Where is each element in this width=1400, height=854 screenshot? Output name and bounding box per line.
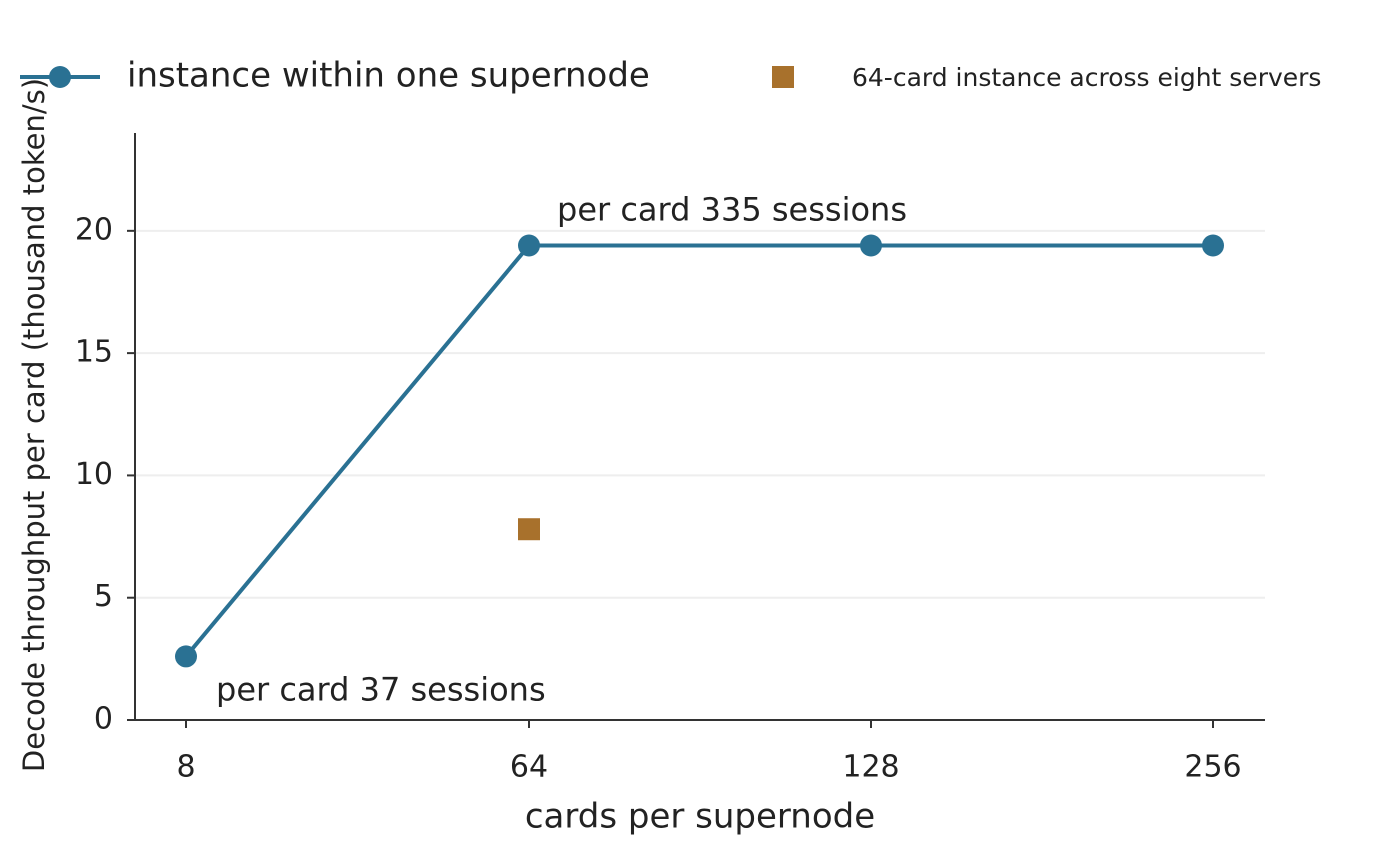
annotation: per card 335 sessions [557,191,907,229]
data-point [518,518,540,541]
y-axis-label: Decode throughput per card (thousand tok… [17,78,51,772]
data-point [518,234,540,257]
y-tick-label: 20 [75,212,113,247]
y-tick-label: 10 [75,457,113,492]
y-tick-label: 15 [75,335,113,370]
series-line [184,243,1213,658]
x-tick-label: 8 [176,750,195,785]
data-point [860,234,882,257]
annotation: per card 37 sessions [216,670,546,708]
y-tick-label: 5 [94,579,113,614]
legend-label: instance within one supernode [127,56,650,96]
data-point [1202,234,1224,257]
data-point [175,645,197,668]
x-tick-label: 256 [1184,750,1241,785]
x-tick-label: 128 [842,750,899,785]
legend-label: 64-card instance across eight servers [852,63,1321,92]
y-tick-label: 0 [94,702,113,737]
legend-marker [49,66,71,88]
x-tick-label: 64 [510,750,548,785]
x-axis-label: cards per supernode [525,797,875,837]
legend-marker [772,66,794,88]
